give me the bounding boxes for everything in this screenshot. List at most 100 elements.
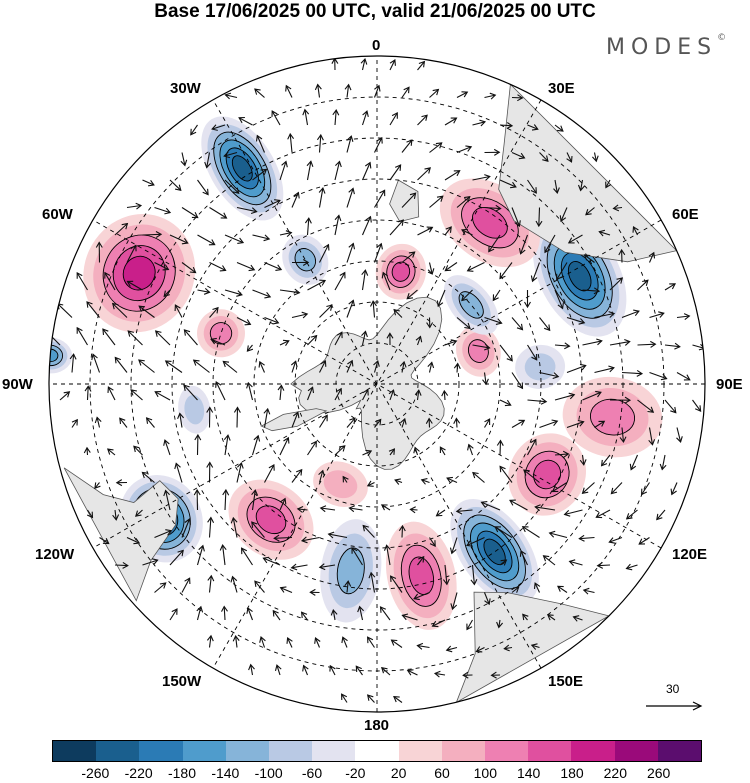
wind-arrow (429, 195, 444, 208)
colorbar-swatch (139, 741, 183, 761)
anomaly-blob (178, 385, 211, 434)
anomaly-contour-fill (256, 505, 286, 534)
wind-arrow (400, 417, 407, 428)
wind-arrow (138, 359, 155, 373)
wind-arrow (484, 316, 503, 325)
wind-arrow (279, 436, 290, 456)
wind-arrow (236, 261, 256, 272)
wind-arrow (373, 242, 383, 263)
wind-arrow (566, 363, 587, 374)
colorbar-swatch (571, 741, 615, 761)
wind-arrow (272, 609, 281, 621)
wind-arrow (277, 384, 285, 401)
anomaly-contour-line (472, 206, 508, 239)
wind-arrow (637, 279, 649, 291)
wind-arrow (209, 262, 227, 272)
wind-arrow (209, 306, 219, 318)
wind-arrow (300, 611, 308, 621)
wind-arrow (594, 365, 615, 374)
wind-arrow (130, 389, 143, 401)
wind-arrow (629, 454, 639, 471)
wind-arrow (154, 582, 167, 593)
wind-arrow (413, 446, 420, 456)
wind-arrow (183, 329, 198, 346)
wind-arrow (307, 440, 317, 456)
wind-arrow (610, 482, 623, 495)
wind-arrow (414, 389, 422, 401)
wind-arrow (427, 361, 435, 373)
lon-label-120e: 120E (672, 546, 708, 563)
wind-arrow (394, 478, 403, 485)
wind-arrow (466, 619, 473, 631)
wind-arrow (246, 381, 254, 401)
wind-arrow (206, 406, 214, 428)
wind-arrow (163, 289, 171, 298)
wind-arrow (499, 465, 513, 483)
wind-arrow (524, 290, 531, 309)
wind-arrow (254, 580, 265, 593)
wind-arrow (224, 92, 238, 100)
colorbar-tick-label: -260 (81, 765, 110, 781)
colorbar-tick-label: 140 (516, 765, 541, 781)
wind-arrow (334, 160, 342, 181)
wind-arrow (416, 642, 430, 650)
wind-arrow (383, 544, 391, 566)
wind-arrow (366, 480, 375, 487)
colorbar-swatch (528, 741, 572, 761)
lon-label-120w: 120W (35, 546, 75, 563)
wind-arrow (302, 108, 310, 126)
anomaly-contour-line (122, 255, 156, 291)
wind-arrow (307, 279, 327, 291)
wind-arrow (246, 606, 254, 621)
wind-arrow (446, 476, 458, 484)
wind-arrow (554, 392, 576, 401)
wind-arrow (126, 202, 143, 210)
wind-arrow (327, 531, 348, 539)
wind-arrow (346, 135, 354, 153)
wind-arrow (542, 555, 556, 566)
colorbar-swatch (53, 741, 97, 761)
wind-arrow (197, 234, 216, 246)
wind-arrow (114, 356, 128, 373)
wind-arrow (401, 251, 416, 263)
wind-arrow (554, 450, 570, 458)
wind-arrow (393, 308, 403, 318)
wind-arrow (649, 371, 668, 381)
wind-arrow (499, 122, 514, 129)
wind-arrow (94, 482, 101, 490)
wind-arrow (483, 592, 491, 606)
wind-arrow (609, 338, 631, 346)
wind-arrow (142, 179, 155, 187)
wind-arrow (511, 419, 526, 428)
wind-arrow (318, 469, 325, 483)
wind-arrow (251, 489, 259, 511)
wind-arrow (251, 521, 265, 538)
wind-arrow (582, 338, 603, 346)
wind-arrow (332, 109, 340, 126)
anomaly-blob (515, 344, 566, 389)
wind-arrow (548, 530, 568, 539)
wind-arrow (181, 262, 197, 274)
wind-arrow (566, 419, 585, 429)
wind-arrow (319, 505, 336, 513)
wind-arrow (287, 132, 295, 153)
wind-arrow (232, 634, 240, 648)
wind-arrow (566, 316, 586, 325)
wind-arrow (442, 564, 450, 586)
wind-arrow (373, 359, 380, 373)
wind-arrow (621, 369, 644, 377)
wind-arrow (444, 226, 452, 236)
wind-arrow (219, 544, 227, 566)
wind-arrow (619, 427, 627, 444)
wind-arrow (163, 489, 171, 511)
colorbar-tick-label: 100 (473, 765, 498, 781)
wind-arrow (523, 469, 540, 483)
wind-arrow (318, 563, 336, 571)
wind-arrow (181, 207, 199, 219)
wind-arrow (433, 670, 446, 678)
wind-arrow (258, 360, 266, 373)
wind-arrow (664, 283, 677, 291)
colorbar-swatch (312, 741, 356, 761)
anomaly-contour-line (524, 450, 570, 499)
wind-arrow (361, 110, 369, 126)
